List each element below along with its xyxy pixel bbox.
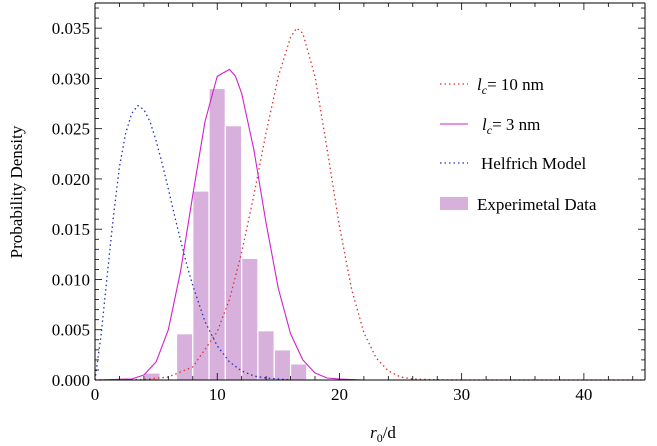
legend-lc3-var: l <box>482 115 487 134</box>
y-tick-label: 0.030 <box>52 69 90 88</box>
y-tick-label: 0.035 <box>52 19 90 38</box>
histogram-bar-8 <box>273 349 292 381</box>
curves <box>94 27 645 381</box>
y-tick-label: 0.015 <box>52 220 90 239</box>
legend-label-lc3: lc= 3 nm <box>482 115 540 137</box>
histogram-bars <box>143 87 308 381</box>
legend-swatch-experimental <box>440 197 468 210</box>
legend-label-lc10: lc= 10 nm <box>477 75 544 97</box>
y-tick-label: 0.005 <box>52 321 90 340</box>
x-tick-label: 10 <box>209 385 226 404</box>
x-axis-label: r0/d <box>370 423 396 445</box>
legend-lc3-sub: c <box>487 123 493 137</box>
curve-lc3 <box>94 68 645 381</box>
axes-frame <box>94 2 646 381</box>
histogram-bar-4 <box>208 87 226 381</box>
legend-lc10-rest: = 10 nm <box>487 75 544 94</box>
legend-item-experimental: Experimetal Data <box>440 195 597 214</box>
legend-lc10-var: l <box>477 75 482 94</box>
histogram-bar-7 <box>257 330 275 381</box>
y-tick-label: 0.020 <box>52 170 90 189</box>
legend-item-helfrich: Helfrich Model <box>440 154 587 173</box>
y-tick-label: 0.010 <box>52 270 90 289</box>
curve-lc10 <box>94 27 645 381</box>
x-axis-label-sub: 0 <box>377 431 383 445</box>
x-tick-label: 0 <box>91 385 100 404</box>
y-tick-label: 0.000 <box>52 371 90 390</box>
curve-helfrich <box>94 104 291 381</box>
y-axis-label: Probability Density <box>7 125 26 258</box>
histogram-bar-3 <box>192 190 210 381</box>
legend-label-helfrich: Helfrich Model <box>481 154 587 173</box>
y-tick-label: 0.025 <box>52 120 90 139</box>
legend: lc= 10 nm lc= 3 nm Helfrich Model Experi… <box>440 75 597 214</box>
x-axis-label-var: r <box>370 423 377 442</box>
histogram-bar-9 <box>289 363 308 381</box>
legend-lc10-sub: c <box>482 83 488 97</box>
histogram-bar-6 <box>241 257 259 381</box>
histogram-bar-5 <box>224 125 243 381</box>
legend-lc3-rest: = 3 nm <box>492 115 540 134</box>
x-tick-label: 30 <box>453 385 470 404</box>
histogram-bar-0 <box>143 372 161 381</box>
legend-item-lc3: lc= 3 nm <box>440 115 540 137</box>
legend-label-experimental: Experimetal Data <box>477 195 597 214</box>
axis-ticks: 0 10 20 30 40 0.000 0.005 0.010 0.015 0.020 0.025 0… <box>52 3 645 404</box>
x-axis-label-rest: /d <box>383 423 397 442</box>
histogram-bar-2 <box>175 333 194 381</box>
x-tick-label: 20 <box>331 385 348 404</box>
legend-item-lc10: lc= 10 nm <box>440 75 544 97</box>
x-tick-label: 40 <box>575 385 592 404</box>
